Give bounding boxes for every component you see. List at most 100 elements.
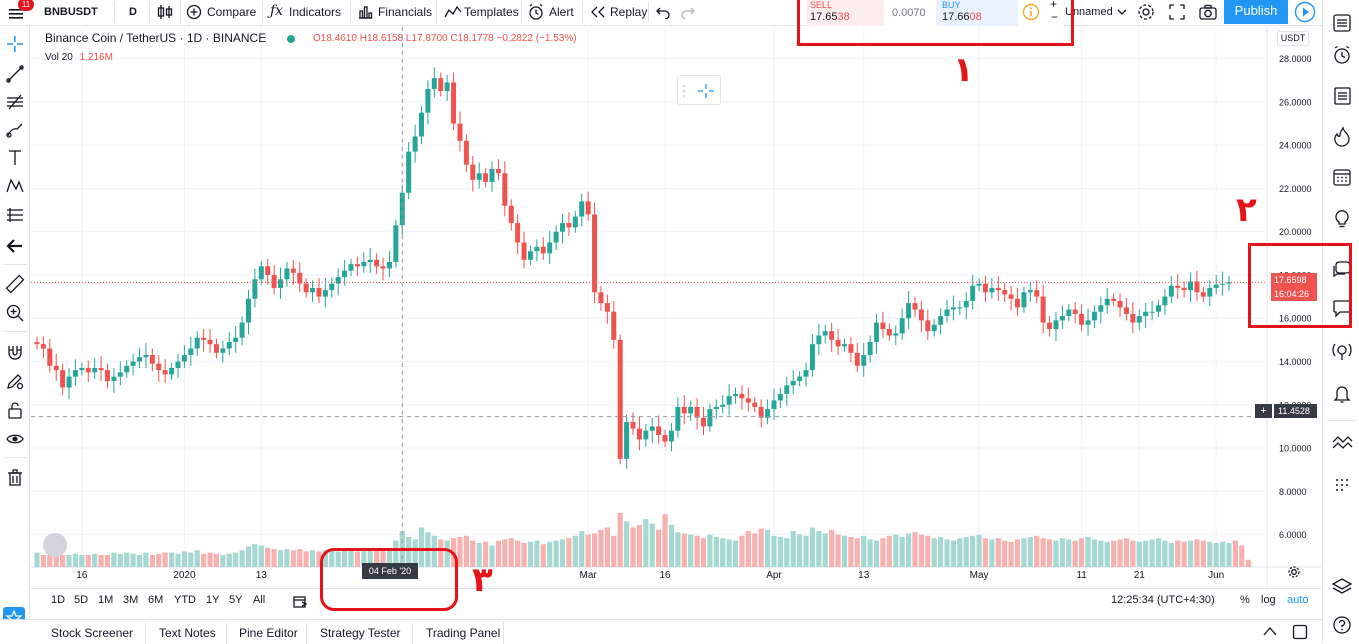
indicators-button[interactable]: ƒx Indicators <box>270 0 346 24</box>
dots-grid-icon[interactable] <box>1331 474 1353 496</box>
timeframe-6m[interactable]: 6M <box>148 594 164 606</box>
notification-badge[interactable]: 11 <box>2 0 34 26</box>
tab-pine-editor[interactable]: Pine Editor <box>239 626 298 640</box>
financials-button[interactable]: Financials <box>357 0 432 24</box>
trash-icon[interactable] <box>5 468 25 488</box>
compare-button[interactable]: Compare <box>186 0 256 24</box>
calendar-goto-icon[interactable] <box>293 594 307 608</box>
arrow-left-icon[interactable] <box>5 236 25 256</box>
magnet-icon[interactable] <box>5 343 25 363</box>
clock-timezone[interactable]: 12:25:34 (UTC+4:30) <box>1111 594 1215 606</box>
data-window-icon[interactable] <box>1331 84 1353 106</box>
fullscreen-icon[interactable] <box>1168 3 1186 21</box>
buy-button[interactable]: BUY 17.6608 <box>936 0 1018 26</box>
timeframe-all[interactable]: All <box>253 594 266 606</box>
menu-icon[interactable] <box>2 0 32 26</box>
watchlist-icon[interactable] <box>1331 12 1353 34</box>
chart-pane[interactable]: 28.000026.000024.000022.000020.000018.00… <box>31 27 1321 587</box>
timeframe-1d[interactable]: 1D <box>51 594 66 606</box>
trend-waves-icon[interactable] <box>1331 432 1353 454</box>
quantity-increase-icon[interactable]: + <box>1050 0 1058 11</box>
floating-drawing-widget[interactable] <box>677 75 721 105</box>
publish-button[interactable]: Publish <box>1224 0 1288 24</box>
tab-strategy-tester[interactable]: Strategy Tester <box>320 626 401 640</box>
tab-trading-panel[interactable]: Trading Panel <box>426 626 501 640</box>
crosshair-price-plus-icon[interactable]: + <box>1255 404 1272 418</box>
compare-label: Compare <box>207 5 257 19</box>
timeframe-ytd[interactable]: YTD <box>174 594 196 606</box>
percent-toggle[interactable]: % <box>1240 594 1250 606</box>
candle-body <box>1034 290 1040 297</box>
volume-label[interactable]: Vol 20 <box>45 52 73 63</box>
candle-body <box>348 264 354 271</box>
hotlist-icon[interactable] <box>1331 126 1353 148</box>
price-chart[interactable]: 28.000026.000024.000022.000020.000018.00… <box>31 27 1321 587</box>
time-tick-label: May <box>970 570 989 581</box>
pattern-icon[interactable] <box>5 176 25 196</box>
candle-body <box>707 409 713 427</box>
crosshair-icon[interactable] <box>5 34 25 54</box>
volume-bar <box>438 539 444 567</box>
volume-bar <box>873 540 880 567</box>
volume-bar <box>34 552 40 567</box>
lock-icon[interactable] <box>5 400 25 420</box>
sell-button[interactable]: SELL 17.6538 <box>806 0 884 26</box>
lock-drawing-pencil-icon[interactable] <box>5 371 25 391</box>
maximize-panel-icon[interactable] <box>1292 624 1308 640</box>
tab-text-notes[interactable]: Text Notes <box>159 626 216 640</box>
help-icon[interactable] <box>1331 614 1353 636</box>
volume-bar <box>694 535 700 567</box>
timeframe-5d[interactable]: 5D <box>74 594 89 606</box>
candle-body <box>970 285 976 301</box>
timeframe-5y[interactable]: 5Y <box>229 594 243 606</box>
currency-label[interactable]: USDT <box>1277 31 1309 46</box>
text-tool-icon[interactable] <box>5 148 25 168</box>
gear-icon[interactable] <box>1287 565 1301 579</box>
info-icon[interactable] <box>1022 3 1040 21</box>
timeframe-1y[interactable]: 1Y <box>206 594 220 606</box>
candle-body <box>40 344 46 349</box>
volume-bar <box>489 545 495 567</box>
forecast-icon[interactable] <box>5 205 25 225</box>
calendar-icon[interactable] <box>1331 166 1353 188</box>
eye-icon[interactable] <box>5 429 25 449</box>
quantity-decrease-icon[interactable]: − <box>1051 10 1059 24</box>
layout-name[interactable]: Unnamed <box>1065 6 1113 18</box>
low-value: L17.8700 <box>405 33 448 44</box>
notifications-bell-icon[interactable] <box>1331 382 1353 404</box>
symbol-title[interactable]: Binance Coin / TetherUS · 1D · BINANCE <box>45 31 267 45</box>
interval-select[interactable]: D <box>129 6 137 18</box>
replay-button[interactable]: Replay <box>590 0 647 24</box>
candle-body <box>1175 285 1181 288</box>
tab-stock-screener[interactable]: Stock Screener <box>51 626 134 640</box>
timeframe-3m[interactable]: 3M <box>123 594 139 606</box>
ideas-lightbulb-icon[interactable] <box>1331 207 1353 229</box>
object-tree-layers-icon[interactable] <box>1331 576 1353 598</box>
alarm-clock-icon[interactable] <box>1331 44 1353 66</box>
gear-icon[interactable] <box>1136 2 1156 22</box>
undo-icon[interactable] <box>656 5 670 19</box>
play-circle-icon[interactable] <box>1294 1 1316 23</box>
trend-line-icon[interactable] <box>5 64 25 84</box>
redo-icon[interactable] <box>681 5 695 19</box>
fib-retracement-icon[interactable] <box>5 92 25 112</box>
templates-button[interactable]: Templates <box>444 0 520 24</box>
candle-body <box>495 168 501 174</box>
camera-icon[interactable] <box>1198 3 1218 21</box>
timeframe-1m[interactable]: 1M <box>98 594 114 606</box>
candle-body <box>579 201 585 217</box>
volume-bar <box>726 539 732 567</box>
chart-type-button[interactable] <box>155 3 175 21</box>
brush-icon[interactable] <box>5 120 25 140</box>
streams-icon[interactable] <box>1331 340 1353 362</box>
ruler-icon[interactable] <box>5 274 25 294</box>
annotation-label-1: ١ <box>953 50 974 90</box>
auto-toggle[interactable]: auto <box>1287 594 1309 606</box>
chevron-down-icon[interactable] <box>1117 8 1127 16</box>
symbol-search[interactable]: BNBUSDT <box>44 6 98 18</box>
log-toggle[interactable]: log <box>1261 594 1276 606</box>
alert-button[interactable]: Alert <box>527 0 577 24</box>
chevron-up-icon[interactable] <box>1262 625 1278 637</box>
zoom-in-icon[interactable] <box>5 303 25 323</box>
volume-bar <box>252 544 258 567</box>
